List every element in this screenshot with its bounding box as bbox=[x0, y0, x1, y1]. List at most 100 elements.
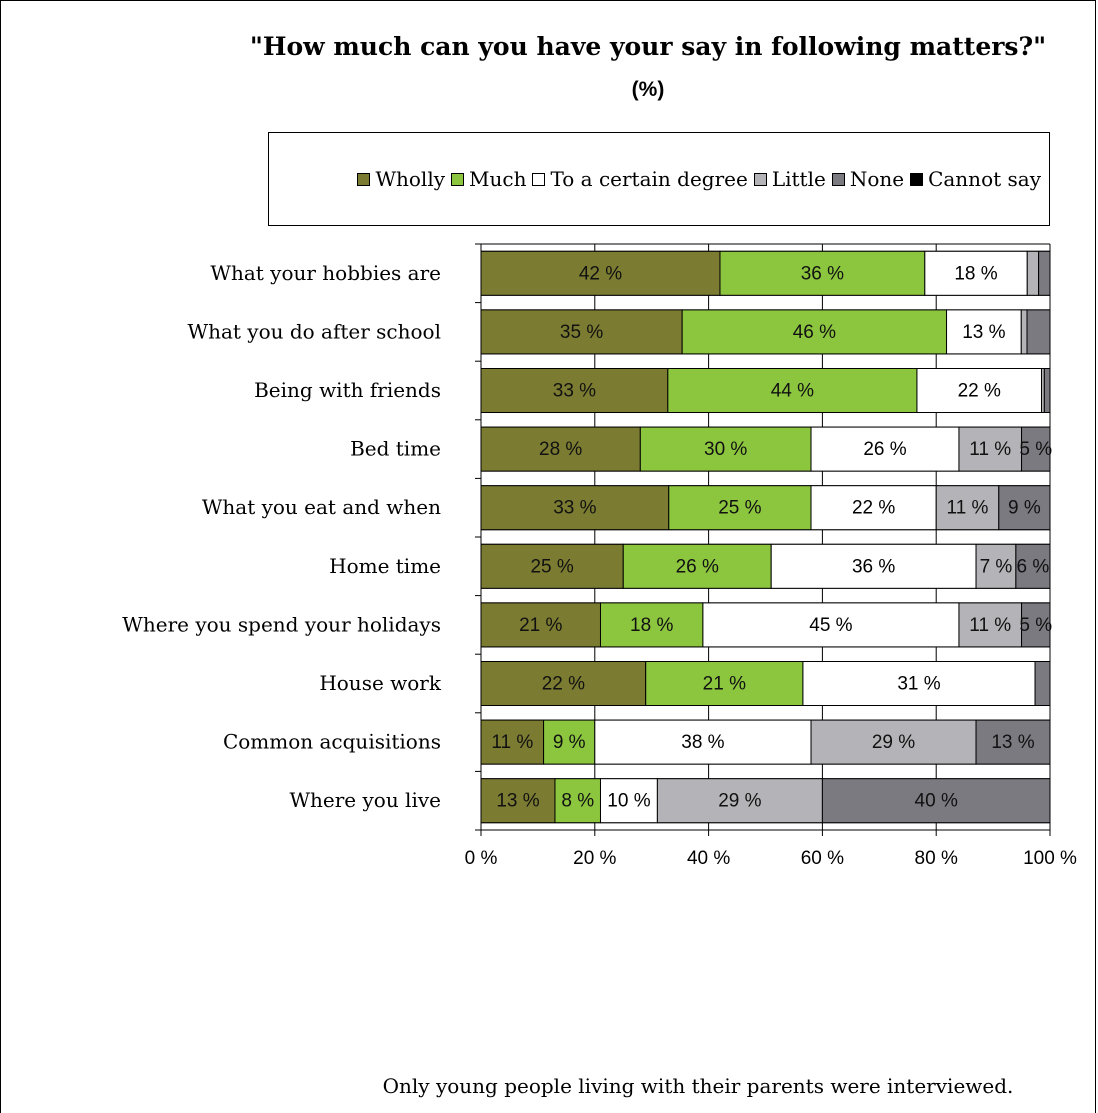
category-label: House work bbox=[319, 671, 442, 695]
category-label: Being with friends bbox=[254, 378, 441, 402]
data-label: 10 % bbox=[607, 791, 650, 812]
bar-segment bbox=[1043, 368, 1051, 413]
legend-swatch bbox=[451, 172, 465, 186]
data-label: 18 % bbox=[954, 263, 997, 284]
data-label: 38 % bbox=[681, 732, 724, 753]
data-label: 35 % bbox=[560, 322, 603, 343]
bar-segment bbox=[681, 309, 948, 355]
category-label: Common acquisitions bbox=[223, 730, 441, 754]
bar-segment bbox=[480, 309, 683, 355]
data-label: 25 % bbox=[718, 498, 761, 519]
data-label: 11 % bbox=[491, 732, 533, 753]
bar-segment bbox=[702, 602, 960, 648]
data-label: 13 % bbox=[496, 791, 539, 812]
bar-segment bbox=[668, 485, 812, 531]
bar-segment bbox=[480, 719, 545, 765]
legend-label: Wholly bbox=[375, 167, 446, 191]
data-label: 40 % bbox=[915, 791, 958, 812]
legend-label: None bbox=[849, 167, 905, 191]
bar-segment bbox=[1021, 602, 1051, 648]
data-label: 44 % bbox=[771, 381, 814, 402]
x-tick-label: 0 % bbox=[465, 848, 498, 869]
data-label: 8 % bbox=[561, 791, 594, 812]
chart-title: "How much can you have your say in follo… bbox=[249, 32, 1047, 61]
data-label: 36 % bbox=[852, 556, 895, 577]
bar-segment bbox=[1026, 250, 1040, 296]
data-label: 45 % bbox=[809, 615, 852, 636]
bar-segment bbox=[1026, 309, 1051, 355]
bar-segment bbox=[975, 719, 1051, 765]
category-label: Bed time bbox=[350, 437, 441, 461]
legend-item-3: Little bbox=[753, 167, 826, 191]
data-label: 7 % bbox=[980, 556, 1013, 577]
x-tick-label: 100 % bbox=[1023, 848, 1077, 869]
data-label: 31 % bbox=[897, 674, 940, 695]
legend-item-2: To a certain degree bbox=[532, 167, 748, 191]
bar-segment bbox=[639, 426, 812, 472]
bar-segment bbox=[480, 250, 721, 296]
data-label: 11 % bbox=[969, 439, 1011, 460]
legend-swatch bbox=[831, 172, 845, 186]
x-tick-label: 20 % bbox=[573, 848, 616, 869]
data-label: 29 % bbox=[718, 791, 761, 812]
bar-segment bbox=[810, 719, 977, 765]
legend-item-4: None bbox=[831, 167, 905, 191]
bar-segment bbox=[480, 426, 641, 472]
bar-segment bbox=[1034, 661, 1051, 706]
bar-segment bbox=[810, 426, 960, 472]
bar-segment bbox=[958, 426, 1023, 472]
data-label: 21 % bbox=[703, 674, 746, 695]
data-label: 28 % bbox=[539, 439, 582, 460]
data-label: 13 % bbox=[991, 732, 1034, 753]
chart-legend: Wholly Much To a certain degree Little None C… bbox=[268, 132, 1050, 226]
bar-segment bbox=[1020, 309, 1028, 355]
data-label: 11 % bbox=[947, 498, 989, 519]
chart-footnote: Only young people living with their pare… bbox=[382, 1074, 1014, 1098]
data-label: 18 % bbox=[630, 615, 673, 636]
category-label: What your hobbies are bbox=[210, 261, 441, 285]
data-label: 22 % bbox=[852, 498, 895, 519]
data-label: 5 % bbox=[1019, 439, 1052, 460]
category-label: What you eat and when bbox=[202, 495, 441, 519]
category-label: Where you spend your holidays bbox=[122, 612, 441, 636]
x-tick-label: 80 % bbox=[915, 848, 958, 869]
data-label: 11 % bbox=[969, 615, 1011, 636]
data-label: 33 % bbox=[553, 498, 596, 519]
category-label: Where you live bbox=[289, 788, 441, 812]
data-label: 25 % bbox=[530, 556, 573, 577]
legend-swatch bbox=[532, 172, 546, 186]
bar-segment bbox=[594, 719, 812, 765]
bar-segment bbox=[810, 485, 937, 531]
legend-swatch bbox=[357, 172, 371, 186]
x-tick-label: 60 % bbox=[801, 848, 844, 869]
category-label: What you do after school bbox=[188, 319, 441, 343]
data-label: 5 % bbox=[1019, 615, 1052, 636]
bar-segment bbox=[935, 485, 1000, 531]
data-label: 46 % bbox=[793, 322, 836, 343]
bar-segment bbox=[599, 778, 658, 824]
bar-segment bbox=[821, 778, 1051, 824]
bar-segment bbox=[645, 661, 804, 706]
chart-subtitle: (%) bbox=[631, 78, 665, 101]
bar-segment bbox=[667, 368, 918, 413]
bar-segment bbox=[946, 309, 1022, 355]
legend-item-1: Much bbox=[451, 167, 526, 191]
bar-segment bbox=[916, 368, 1043, 413]
legend-label: To a certain degree bbox=[550, 167, 748, 191]
legend-item-0: Wholly bbox=[357, 167, 445, 191]
bar-segment bbox=[802, 661, 1036, 706]
legend-label: Cannot say bbox=[928, 167, 1041, 191]
bar-segment bbox=[480, 485, 670, 531]
bar-segment bbox=[1021, 426, 1051, 472]
legend-label: Much bbox=[469, 167, 527, 191]
data-label: 26 % bbox=[676, 556, 719, 577]
data-label: 33 % bbox=[553, 381, 596, 402]
data-label: 22 % bbox=[542, 674, 585, 695]
data-label: 30 % bbox=[704, 439, 747, 460]
x-tick-label: 40 % bbox=[687, 848, 730, 869]
legend-label: Little bbox=[771, 167, 826, 191]
data-label: 6 % bbox=[1017, 556, 1050, 577]
category-label: Home time bbox=[329, 554, 441, 578]
data-label: 29 % bbox=[872, 732, 915, 753]
